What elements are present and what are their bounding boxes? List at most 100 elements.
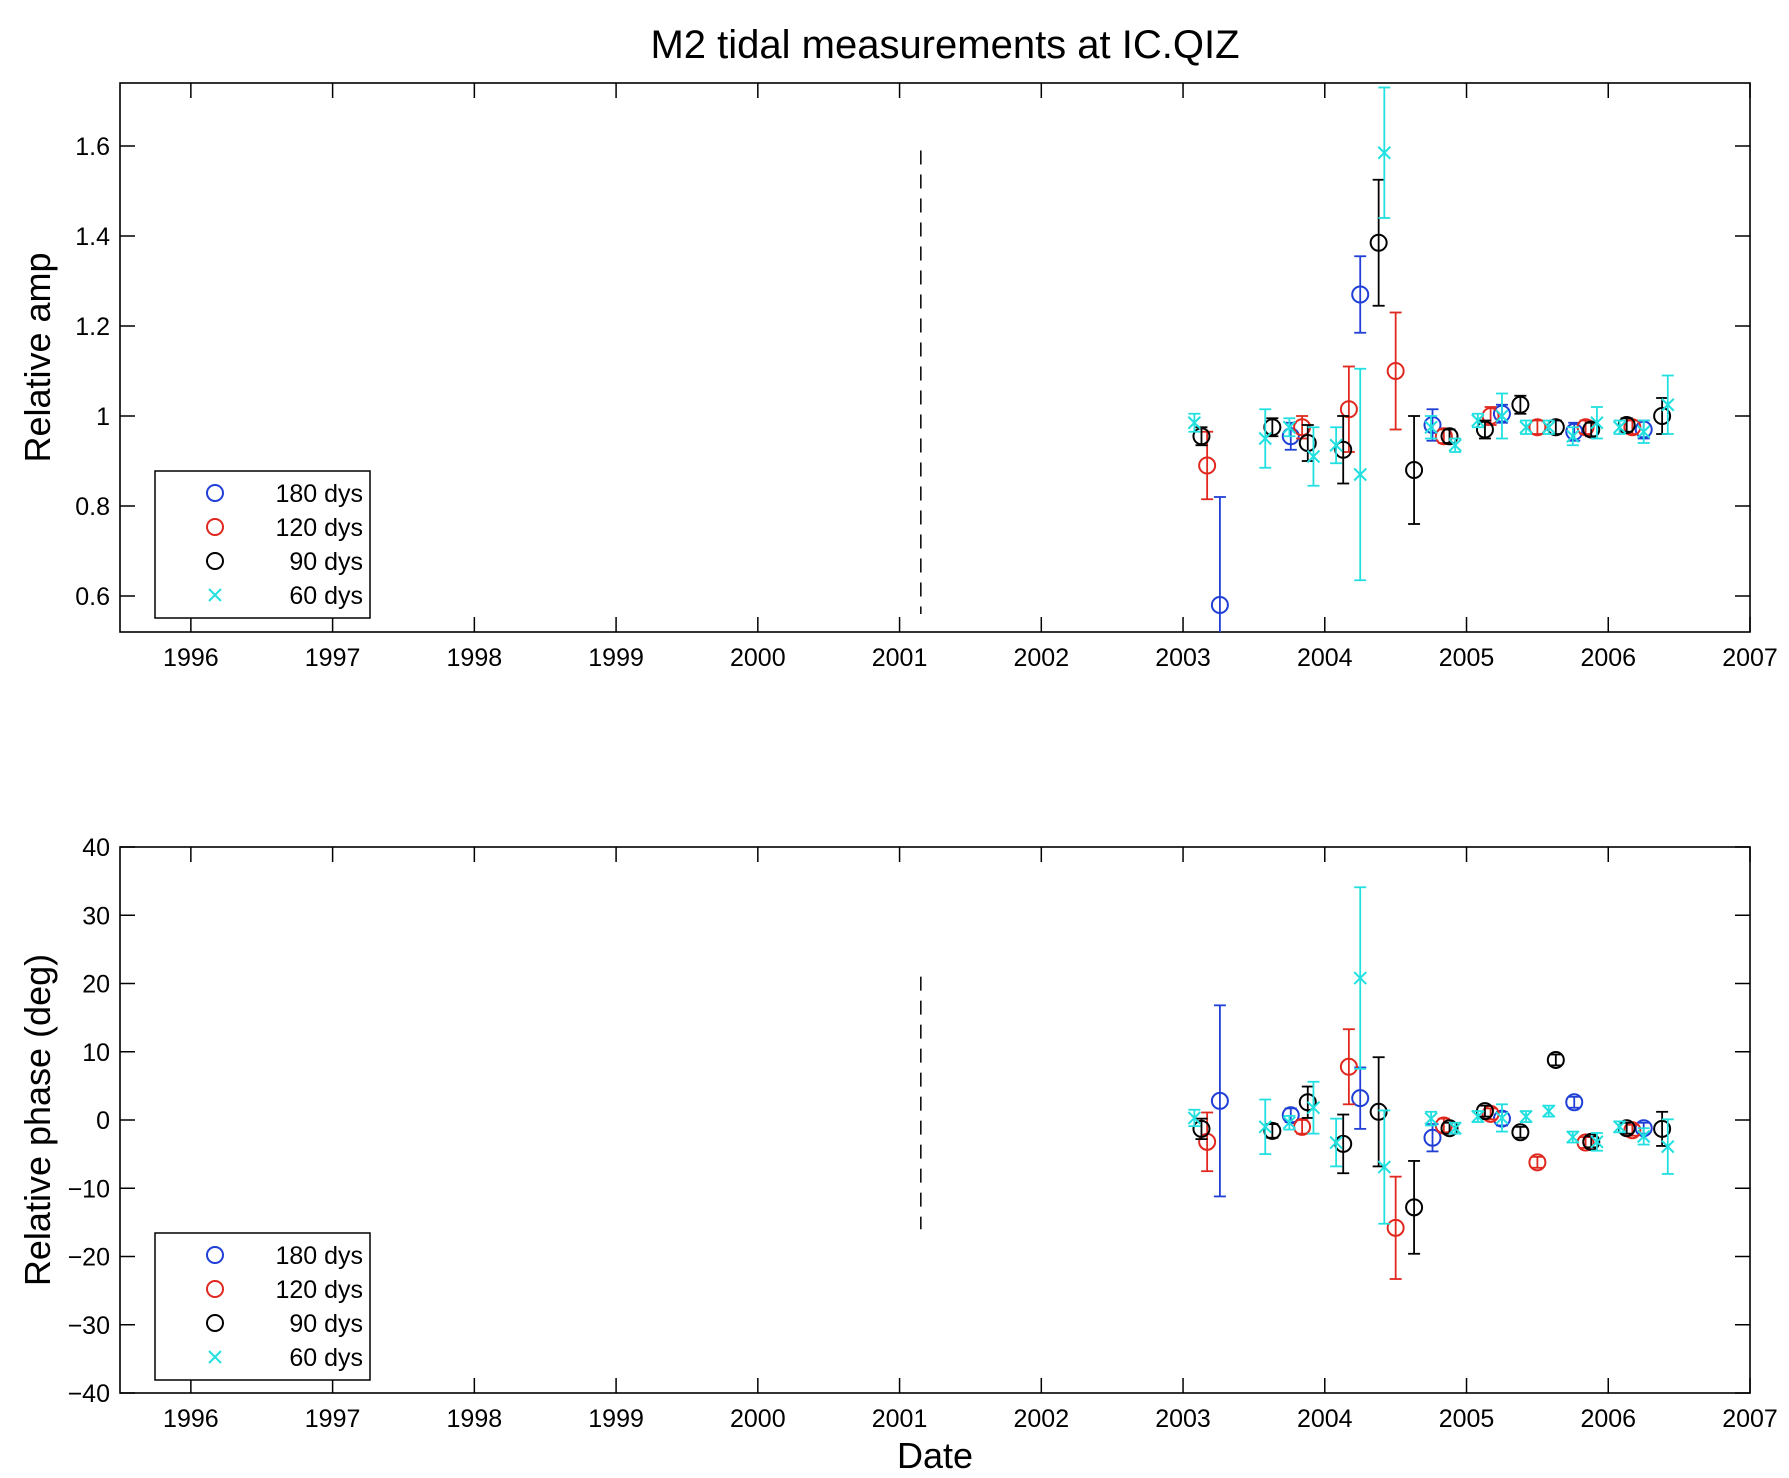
x-tick-label: 2000 [730, 1405, 786, 1433]
x-tick-label: 2005 [1439, 1405, 1495, 1433]
legend-marker [206, 1280, 224, 1298]
data-point [1471, 1109, 1485, 1124]
data-point [1282, 1116, 1297, 1130]
x-tick-label: 2004 [1297, 644, 1353, 672]
amplitude-panel: 1996 1997 1998 1999 2000 2001 2002 2003 2004 2005… [17, 82, 1778, 672]
y-tick-label: −20 [68, 1244, 110, 1272]
figure-title: M2 tidal measurements at IC.QIZ [650, 23, 1239, 67]
data-point [1192, 427, 1211, 446]
data-point [1542, 420, 1556, 434]
data-point [1528, 418, 1547, 437]
data-point [1519, 420, 1533, 434]
y-tick-label: 20 [82, 971, 110, 999]
legend-marker [206, 1314, 224, 1332]
x-tick-label: 1999 [588, 644, 644, 672]
data-point [1334, 440, 1353, 459]
legend-label: 90 dys [289, 548, 363, 576]
series-180-dys [1210, 1004, 1653, 1198]
data-point [1187, 1111, 1202, 1125]
data-point [1423, 416, 1442, 434]
data-point [1263, 1121, 1282, 1140]
y-tick-label: −10 [68, 1175, 110, 1203]
legend: 180 dys 120 dys 90 dys 60 dys [154, 470, 371, 619]
x-tick-label: 1996 [163, 644, 219, 672]
data-point [1210, 1091, 1229, 1110]
y-axis-label: Relative phase (deg) [17, 954, 58, 1286]
phase-panel: 1996 1997 1998 1999 2000 2001 2002 2003 2004 2005… [17, 834, 1778, 1476]
data-point [1448, 438, 1462, 452]
x-tick-label: 1998 [447, 1405, 503, 1433]
series-120-dys [1198, 311, 1642, 501]
x-tick-label: 1997 [305, 644, 361, 672]
x-tick-label: 2006 [1580, 1405, 1636, 1433]
data-point [1511, 395, 1530, 414]
data-point [1258, 1120, 1272, 1134]
data-point [1369, 1102, 1388, 1121]
data-point [1519, 1109, 1533, 1124]
data-point [1565, 1093, 1584, 1112]
data-point [1471, 413, 1485, 428]
data-point [1377, 146, 1392, 160]
data-point [1210, 596, 1229, 614]
x-tick-label: 1996 [163, 1405, 219, 1433]
data-point [1329, 1135, 1343, 1150]
legend-label: 90 dys [289, 1310, 363, 1338]
legend-marker [206, 1246, 224, 1264]
plot-frame [119, 82, 1751, 633]
data-point [1424, 1111, 1438, 1126]
data-point [1590, 1135, 1604, 1149]
legend: 180 dys 120 dys 90 dys 60 dys [154, 1232, 371, 1381]
data-point [1258, 431, 1272, 446]
data-point [1661, 1139, 1675, 1154]
data-point [1475, 420, 1494, 439]
y-tick-label: 30 [82, 902, 110, 930]
data-point [1306, 449, 1321, 464]
data-point [1542, 1104, 1556, 1118]
x-tick-label: 2002 [1013, 1405, 1069, 1433]
data-point [1187, 416, 1202, 430]
y-tick-label: 0.8 [75, 493, 110, 521]
data-point [1661, 398, 1675, 412]
y-tick-label: 1.6 [75, 133, 110, 161]
x-tick-label: 1998 [447, 644, 503, 672]
legend-marker [206, 552, 224, 570]
y-tick-label: −40 [68, 1380, 110, 1408]
x-tick-label: 2004 [1297, 1405, 1353, 1433]
x-tick-label: 2007 [1722, 644, 1778, 672]
y-tick-label: 0 [96, 1107, 110, 1135]
data-point [1546, 1050, 1565, 1069]
data-point [1448, 1121, 1462, 1135]
legend-marker [208, 1350, 222, 1364]
y-tick-label: 10 [82, 1039, 110, 1067]
data-point [1440, 1119, 1459, 1138]
legend-label: 180 dys [275, 480, 363, 508]
data-point [1495, 409, 1509, 423]
x-tick-label: 1997 [305, 1405, 361, 1433]
legend-label: 60 dys [289, 582, 363, 610]
legend-marker [206, 484, 224, 502]
legend-label: 120 dys [275, 514, 363, 542]
series-60-dys [1187, 86, 1675, 582]
data-point [1511, 1123, 1530, 1142]
data-point [1386, 1218, 1405, 1237]
data-point [1192, 1119, 1211, 1138]
y-tick-label: 40 [82, 834, 110, 862]
legend-box [154, 470, 371, 619]
y-axis-label: Relative amp [17, 252, 58, 462]
data-point [1565, 422, 1584, 441]
data-point [1353, 467, 1367, 482]
data-point [1298, 1093, 1317, 1112]
series-60-dys [1187, 886, 1675, 1225]
data-point [1440, 427, 1459, 446]
data-point [1612, 1120, 1627, 1134]
data-point [1263, 418, 1282, 437]
y-tick-label: 1.4 [75, 223, 110, 251]
data-point [1351, 1089, 1370, 1108]
data-point [1434, 427, 1453, 446]
data-point [1198, 456, 1217, 475]
data-point [1582, 420, 1601, 439]
y-tick-label: 1.2 [75, 313, 110, 341]
y-tick-label: −30 [68, 1312, 110, 1340]
legend-box [154, 1232, 371, 1381]
data-point [1386, 362, 1405, 380]
